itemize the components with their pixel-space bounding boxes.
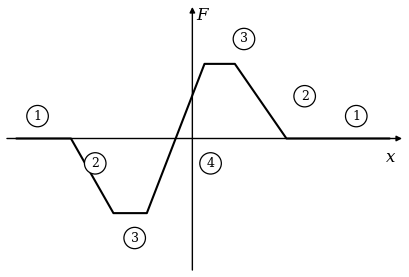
Text: x: x — [387, 150, 396, 166]
Text: 4: 4 — [207, 157, 215, 170]
Ellipse shape — [294, 86, 315, 107]
Text: 3: 3 — [240, 32, 248, 45]
Text: F: F — [196, 7, 207, 24]
Text: 1: 1 — [352, 110, 360, 123]
Text: 2: 2 — [91, 157, 99, 170]
Ellipse shape — [84, 153, 106, 174]
Text: 3: 3 — [131, 232, 139, 245]
Text: 1: 1 — [34, 110, 42, 123]
Ellipse shape — [233, 28, 255, 50]
Ellipse shape — [346, 106, 367, 127]
Ellipse shape — [200, 153, 221, 174]
Ellipse shape — [27, 106, 48, 127]
Text: 2: 2 — [301, 90, 309, 103]
Ellipse shape — [124, 227, 146, 249]
